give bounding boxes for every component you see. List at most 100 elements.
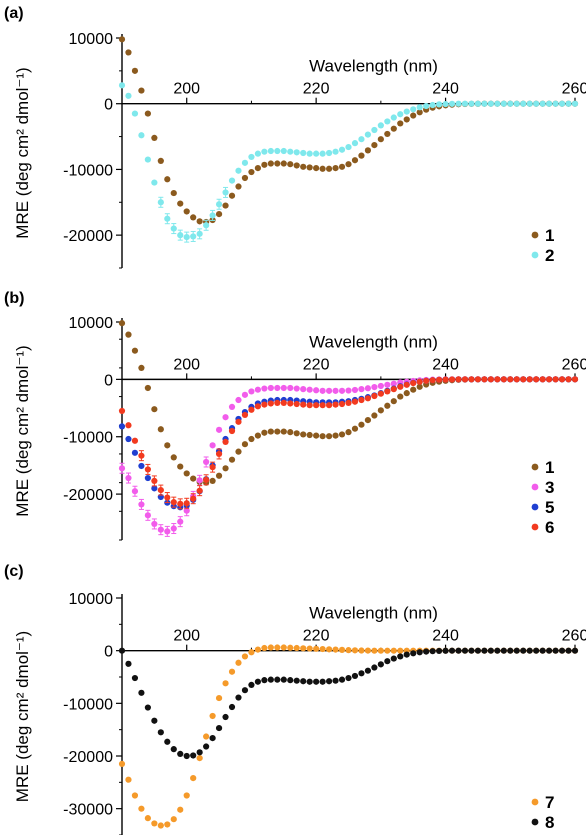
data-point — [287, 400, 294, 407]
data-point — [157, 199, 164, 206]
data-point — [552, 100, 559, 107]
data-point — [287, 429, 294, 436]
data-point — [436, 647, 443, 655]
data-point — [397, 653, 404, 660]
data-point — [410, 386, 417, 393]
legend-marker — [531, 798, 539, 806]
data-point — [539, 647, 546, 654]
data-point — [280, 399, 287, 406]
data-point — [345, 429, 352, 436]
data-point — [118, 647, 126, 654]
data-point — [254, 646, 261, 653]
x-tick-label: 240 — [432, 81, 459, 98]
data-point — [144, 110, 151, 117]
data-point — [222, 414, 229, 421]
data-point — [552, 647, 559, 654]
legend-marker — [531, 231, 539, 239]
data-point — [332, 148, 339, 155]
data-point — [209, 712, 216, 720]
data-point — [364, 395, 372, 402]
data-point — [507, 100, 514, 107]
legend-label: 3 — [545, 478, 554, 497]
data-point — [228, 403, 236, 411]
data-point — [345, 674, 352, 682]
data-point — [351, 425, 359, 432]
data-point — [287, 161, 294, 168]
data-point — [138, 364, 145, 371]
data-point — [293, 644, 300, 652]
y-tick-label: -10000 — [63, 162, 113, 179]
data-point — [209, 442, 216, 449]
data-point — [494, 647, 501, 654]
x-axis-title: Wavelength (nm) — [309, 57, 438, 76]
data-point — [248, 435, 255, 443]
data-point — [410, 106, 417, 113]
data-point — [358, 136, 365, 143]
data-point — [300, 431, 307, 438]
data-point — [319, 433, 326, 440]
data-point — [390, 398, 397, 405]
legend-marker — [531, 463, 539, 471]
data-point — [461, 647, 469, 654]
data-point — [157, 526, 164, 533]
data-point — [177, 518, 184, 525]
data-point — [196, 487, 203, 494]
legend-marker — [531, 483, 539, 491]
data-point — [313, 402, 320, 409]
data-point — [190, 214, 197, 221]
data-point — [164, 215, 171, 222]
data-point — [280, 644, 287, 651]
data-point — [241, 159, 249, 166]
data-point — [183, 234, 190, 241]
data-point — [170, 499, 177, 506]
data-point — [261, 148, 268, 155]
data-point — [565, 647, 572, 654]
data-point — [533, 100, 540, 107]
data-point — [190, 495, 197, 502]
data-point — [358, 421, 365, 428]
x-tick-label: 220 — [303, 81, 330, 98]
data-point — [293, 385, 300, 392]
data-point — [351, 672, 359, 680]
x-tick-label: 200 — [173, 628, 200, 645]
series-5 — [118, 376, 579, 511]
data-point — [235, 694, 242, 701]
data-point — [241, 391, 249, 398]
data-point — [190, 775, 197, 782]
data-point — [358, 670, 365, 677]
data-point — [552, 376, 559, 383]
data-point — [371, 412, 378, 419]
data-point — [151, 179, 158, 186]
data-point — [403, 390, 410, 397]
data-point — [345, 399, 352, 406]
data-point — [151, 406, 158, 413]
data-point — [306, 645, 313, 652]
data-point — [280, 384, 287, 392]
data-point — [183, 470, 190, 477]
data-point — [215, 211, 223, 218]
data-point — [364, 417, 372, 424]
data-point — [196, 230, 203, 237]
data-point — [248, 649, 255, 656]
data-point — [190, 475, 197, 482]
y-tick-label: -10000 — [63, 430, 113, 447]
data-point — [254, 165, 261, 172]
data-point — [261, 385, 268, 392]
data-point — [423, 377, 430, 384]
data-point — [138, 501, 145, 508]
data-point — [487, 647, 494, 654]
data-point — [183, 507, 190, 514]
data-point — [138, 87, 145, 94]
data-point — [338, 400, 346, 408]
data-point — [461, 376, 469, 383]
data-point — [118, 407, 126, 415]
data-point — [164, 442, 171, 449]
data-point — [248, 153, 255, 161]
data-point — [436, 376, 443, 383]
data-point — [351, 386, 359, 394]
data-point — [332, 646, 339, 653]
data-point — [332, 432, 339, 439]
data-point — [183, 500, 190, 507]
data-point — [222, 465, 229, 472]
data-point — [196, 477, 203, 484]
